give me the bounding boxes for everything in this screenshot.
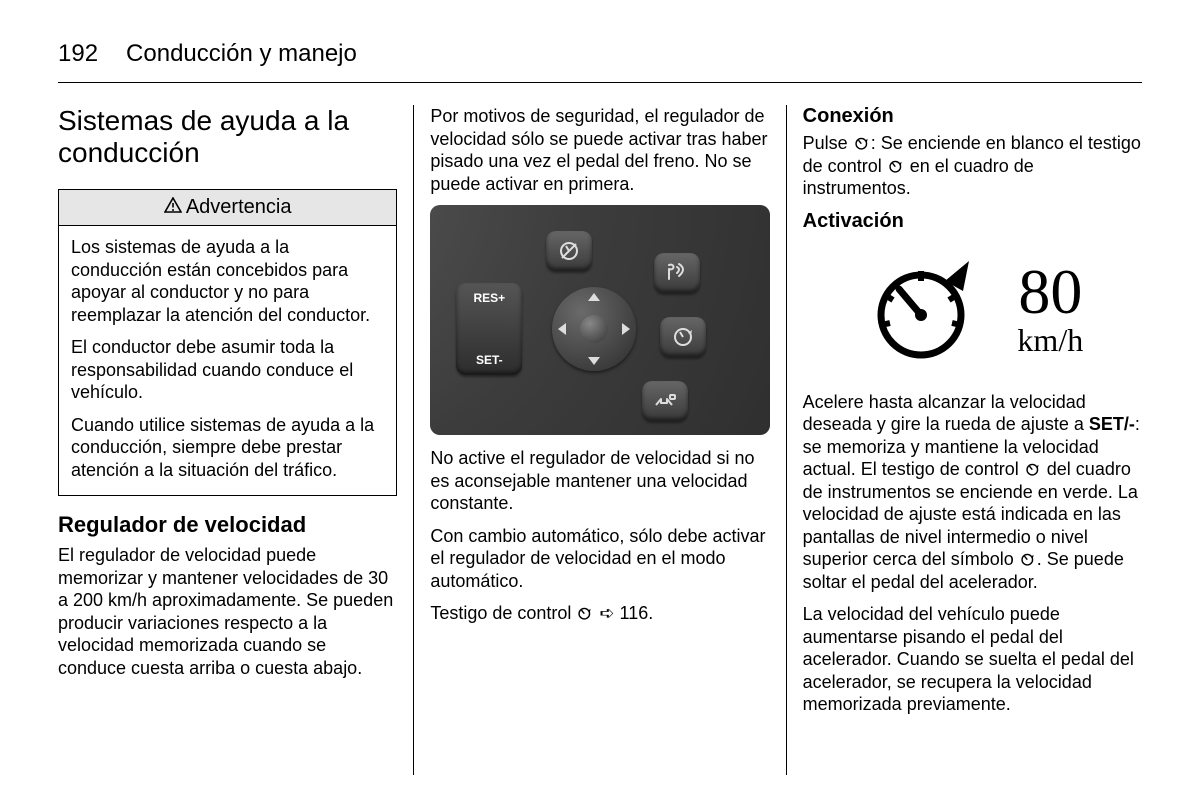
body-paragraph: El regulador de velocidad puede memoriza…	[58, 544, 397, 679]
wheel-button-voice	[654, 253, 700, 293]
page-header: 192 Conducción y manejo	[58, 40, 1142, 83]
cruise-control-icon	[576, 606, 594, 620]
wheel-button-cruise	[660, 317, 706, 357]
cruise-control-icon	[887, 159, 905, 173]
warning-header: Advertencia	[59, 190, 396, 226]
figure-steering-wheel: RES+ SET-	[430, 205, 769, 435]
chapter-title: Conducción y manejo	[126, 40, 357, 68]
body-paragraph: Con cambio automático, sólo debe activar…	[430, 525, 769, 593]
manual-page: 192 Conducción y manejo Sistemas de ayud…	[0, 0, 1200, 802]
content-columns: Sistemas de ayuda a la conducción Advert…	[58, 105, 1142, 775]
warning-box: Advertencia Los sistemas de ayuda a la c…	[58, 189, 397, 496]
warning-body: Los sistemas de ayuda a la conducción es…	[59, 226, 396, 495]
column-1: Sistemas de ayuda a la conducción Advert…	[58, 105, 413, 775]
cruise-rocker-switch: RES+ SET-	[456, 283, 522, 375]
arrow-icon: ➪	[599, 603, 614, 623]
speedometer-icon	[861, 253, 981, 363]
speed-unit: km/h	[1017, 324, 1083, 356]
warning-paragraph: El conductor debe asumir toda la respons…	[71, 336, 384, 404]
dpad-right-icon	[622, 323, 630, 335]
page-ref: 116.	[615, 603, 654, 623]
body-paragraph: Pulse : Se enciende en blanco el testigo…	[803, 132, 1142, 200]
wheel-button-gap	[642, 381, 688, 421]
speed-value-block: 80 km/h	[1017, 260, 1083, 356]
body-paragraph: La velocidad del vehículo puede aumentar…	[803, 603, 1142, 716]
body-paragraph: Por motivos de seguridad, el regulador d…	[430, 105, 769, 195]
warning-triangle-icon	[164, 196, 182, 219]
cruise-control-icon	[1019, 552, 1037, 566]
minisection-title: Activación	[803, 210, 1142, 233]
cruise-control-icon	[1024, 462, 1042, 476]
speed-number: 80	[1017, 260, 1083, 324]
text-run: Acelere hasta alcanzar la velocidad dese…	[803, 392, 1089, 435]
dpad-up-icon	[588, 293, 600, 301]
section-title: Sistemas de ayuda a la conducción	[58, 105, 397, 169]
figure-speed-display: 80 km/h	[803, 243, 1142, 373]
page-number: 192	[58, 40, 98, 68]
rocker-set-minus-label: SET-	[476, 353, 503, 367]
body-paragraph: Testigo de control ➪ 116.	[430, 602, 769, 625]
text-run: Testigo de control	[430, 603, 576, 623]
dpad-control	[552, 287, 636, 371]
dpad-down-icon	[588, 357, 600, 365]
dpad-left-icon	[558, 323, 566, 335]
column-3: Conexión Pulse : Se enciende en blanco e…	[786, 105, 1142, 775]
text-run: Pulse	[803, 133, 853, 153]
rocker-res-plus-label: RES+	[473, 291, 505, 305]
warning-paragraph: Los sistemas de ayuda a la conducción es…	[71, 236, 384, 326]
subsection-title: Regulador de velocidad	[58, 512, 397, 538]
column-2: Por motivos de seguridad, el regulador d…	[413, 105, 785, 775]
minisection-title: Conexión	[803, 105, 1142, 128]
warning-paragraph: Cuando utilice sistemas de ayuda a la co…	[71, 414, 384, 482]
body-paragraph: No active el regulador de velocidad si n…	[430, 447, 769, 515]
body-paragraph: Acelere hasta alcanzar la velocidad dese…	[803, 391, 1142, 594]
cruise-control-icon	[853, 136, 871, 150]
text-bold: SET/-	[1089, 414, 1135, 434]
wheel-button-limit	[546, 231, 592, 271]
warning-label: Advertencia	[186, 196, 292, 219]
